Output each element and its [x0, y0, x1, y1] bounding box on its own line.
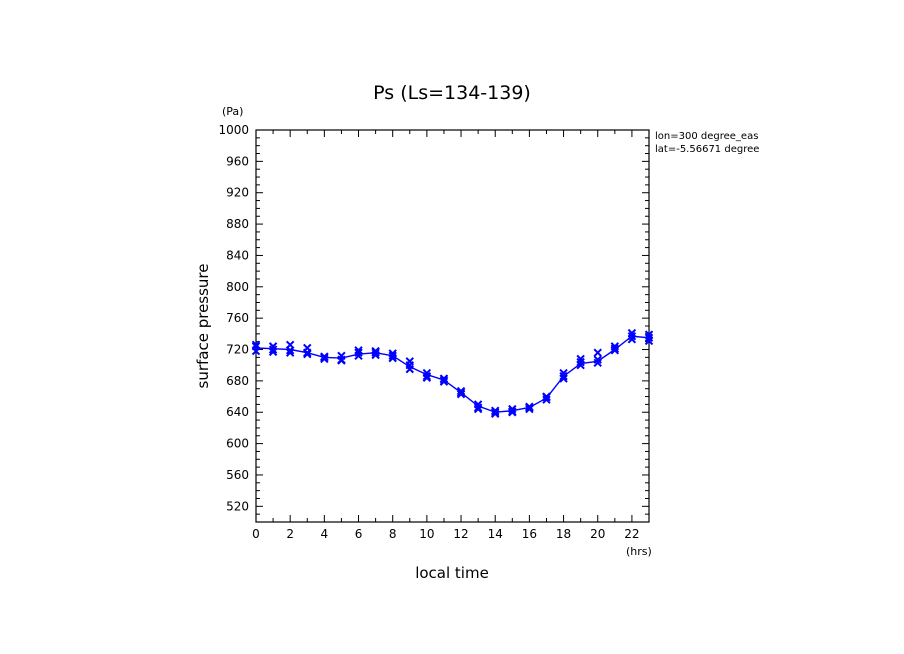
x-tick-label: 12 [453, 527, 468, 541]
data-point-marker [268, 345, 278, 354]
data-point-marker [388, 351, 397, 360]
data-point-marker [320, 352, 329, 361]
y-tick-label: 880 [226, 217, 249, 231]
series-line [255, 335, 650, 413]
data-point-marker [268, 347, 278, 357]
x-tick-label: 16 [522, 527, 537, 541]
data-point-marker [456, 388, 466, 397]
data-point-marker [644, 333, 654, 342]
data-point-marker [508, 404, 517, 414]
plot-frame [255, 129, 650, 523]
info-lat: lat=-5.56671 degree [655, 144, 759, 155]
x-tick-label: 18 [556, 527, 571, 541]
data-point-marker [303, 348, 312, 357]
data-point-marker [644, 330, 654, 339]
data-point-marker [593, 358, 602, 368]
data-point-marker [610, 344, 620, 353]
x-tick-label: 2 [286, 527, 294, 541]
y-tick-label: 600 [226, 437, 249, 451]
data-point-marker [559, 374, 568, 383]
data-point-marker [525, 404, 534, 414]
data-layer [251, 328, 654, 419]
data-point-marker [251, 342, 261, 351]
y-tick-label: 1000 [218, 123, 249, 137]
data-point-marker [405, 357, 414, 366]
x-axis-label: local time [415, 564, 489, 582]
data-point-marker [405, 364, 414, 374]
axes-layer: 5205606006406807207608008408809209601000… [218, 123, 650, 541]
data-point-marker [644, 336, 654, 346]
x-tick-label: 22 [624, 527, 639, 541]
info-lon: lon=300 degree_eas [655, 131, 758, 142]
x-tick-label: 10 [419, 527, 434, 541]
data-point-marker [456, 390, 466, 399]
data-point-marker [354, 346, 363, 355]
x-tick-label: 6 [355, 527, 363, 541]
y-tick-label: 800 [226, 280, 249, 294]
data-point-marker [388, 353, 397, 363]
data-point-marker [456, 386, 466, 396]
data-point-marker [439, 377, 449, 386]
data-point-marker [576, 360, 585, 370]
x-tick-label: 4 [321, 527, 329, 541]
data-point-marker [473, 404, 483, 414]
data-point-marker [593, 355, 602, 364]
y-tick-label: 760 [226, 311, 249, 325]
data-point-marker [285, 340, 295, 350]
data-point-marker [627, 331, 637, 341]
data-point-marker [473, 403, 483, 412]
data-point-marker [439, 375, 449, 385]
data-point-marker [576, 354, 585, 364]
y-axis-unit: (Pa) [222, 105, 243, 118]
data-point-marker [542, 393, 551, 402]
x-tick-label: 8 [389, 527, 397, 541]
y-axis-label: surface pressure [194, 264, 212, 389]
data-point-marker [491, 408, 500, 417]
y-tick-label: 960 [226, 154, 249, 168]
y-tick-label: 840 [226, 248, 249, 262]
data-point-marker [491, 406, 500, 415]
chart-title: Ps (Ls=134-139) [373, 82, 531, 104]
x-tick-label: 0 [252, 527, 260, 541]
data-point-marker [610, 342, 620, 351]
data-point-marker [371, 348, 380, 357]
data-point-marker [439, 374, 449, 383]
x-tick-label: 20 [590, 527, 605, 541]
data-point-marker [576, 357, 585, 367]
data-point-marker [337, 356, 346, 365]
data-point-marker [320, 354, 329, 364]
data-point-marker [627, 328, 637, 338]
x-tick-label: 14 [488, 527, 503, 541]
data-point-marker [525, 403, 534, 412]
data-point-marker [354, 348, 363, 357]
y-tick-label: 680 [226, 374, 249, 388]
y-tick-label: 520 [226, 499, 249, 513]
data-point-marker [285, 348, 295, 357]
y-tick-label: 640 [226, 405, 249, 419]
y-tick-label: 560 [226, 468, 249, 482]
x-axis-unit: (hrs) [626, 545, 652, 558]
data-point-marker [542, 395, 551, 404]
y-tick-label: 920 [226, 186, 249, 200]
data-point-marker [303, 350, 312, 359]
data-point-marker [593, 348, 602, 357]
data-point-marker [422, 371, 432, 381]
data-point-marker [422, 373, 432, 382]
data-point-marker [251, 340, 261, 350]
data-point-marker [491, 409, 500, 419]
data-point-marker [627, 335, 637, 344]
data-point-marker [559, 371, 568, 381]
data-point-marker [371, 350, 380, 360]
y-tick-label: 720 [226, 343, 249, 357]
data-point-marker [508, 407, 517, 416]
